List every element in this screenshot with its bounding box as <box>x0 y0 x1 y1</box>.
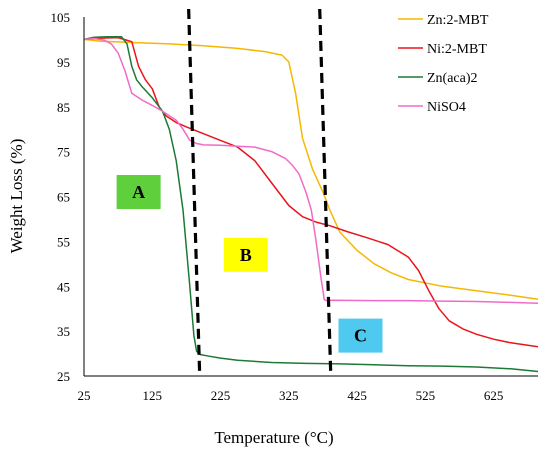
y-tick-label: 25 <box>57 369 70 384</box>
series-line-2 <box>83 36 539 348</box>
y-tick-label: 45 <box>57 279 70 294</box>
y-tick-label: 105 <box>51 10 71 25</box>
legend-item: Ni:2-MBT <box>398 42 487 57</box>
region-c-box: C <box>338 318 383 353</box>
region-label: C <box>354 326 367 346</box>
legend: Zn:2-MBT Ni:2-MBT Zn(aca)2 NiSO4 <box>398 13 489 115</box>
x-tick-label: 225 <box>211 388 231 403</box>
divider-line-1 <box>187 8 202 375</box>
region-label: B <box>240 245 252 265</box>
divider-line-2 <box>318 8 333 375</box>
series-line-3 <box>83 35 539 373</box>
axes <box>83 17 538 377</box>
x-tick-label: 625 <box>484 388 504 403</box>
legend-label: Ni:2-MBT <box>427 42 487 57</box>
region-box-fill <box>223 237 268 272</box>
region-label: A <box>132 182 145 202</box>
x-tick-labels: 25 125 225 325 425 525 625 <box>78 388 504 403</box>
x-axis-title: Temperature (°C) <box>214 428 333 447</box>
legend-item: Zn(aca)2 <box>398 71 478 86</box>
region-a-box: A <box>116 175 161 210</box>
series-line-4 <box>83 37 539 305</box>
x-tick-label: 325 <box>279 388 299 403</box>
y-tick-label: 55 <box>57 234 70 249</box>
y-tick-labels: 25 35 45 55 65 75 85 95 105 <box>51 10 71 384</box>
y-tick-label: 85 <box>57 100 70 115</box>
x-tick-label: 125 <box>143 388 163 403</box>
y-axis-title: Weight Loss (%) <box>7 139 26 254</box>
region-box-fill <box>116 175 161 210</box>
y-tick-label: 65 <box>57 190 70 205</box>
plot-area: A B C <box>83 8 539 375</box>
region-box-fill <box>338 318 383 353</box>
legend-label: Zn(aca)2 <box>427 71 478 86</box>
legend-label: NiSO4 <box>427 100 466 115</box>
legend-item: Zn:2-MBT <box>398 13 489 28</box>
region-b-box: B <box>223 237 268 272</box>
x-tick-label: 425 <box>347 388 367 403</box>
y-tick-label: 75 <box>57 145 70 160</box>
legend-item: NiSO4 <box>398 100 466 115</box>
series-line-1 <box>83 38 539 301</box>
x-tick-label: 525 <box>416 388 436 403</box>
x-tick-label: 25 <box>78 388 91 403</box>
y-tick-label: 95 <box>57 55 70 70</box>
legend-label: Zn:2-MBT <box>427 13 489 28</box>
y-tick-label: 35 <box>57 324 70 339</box>
